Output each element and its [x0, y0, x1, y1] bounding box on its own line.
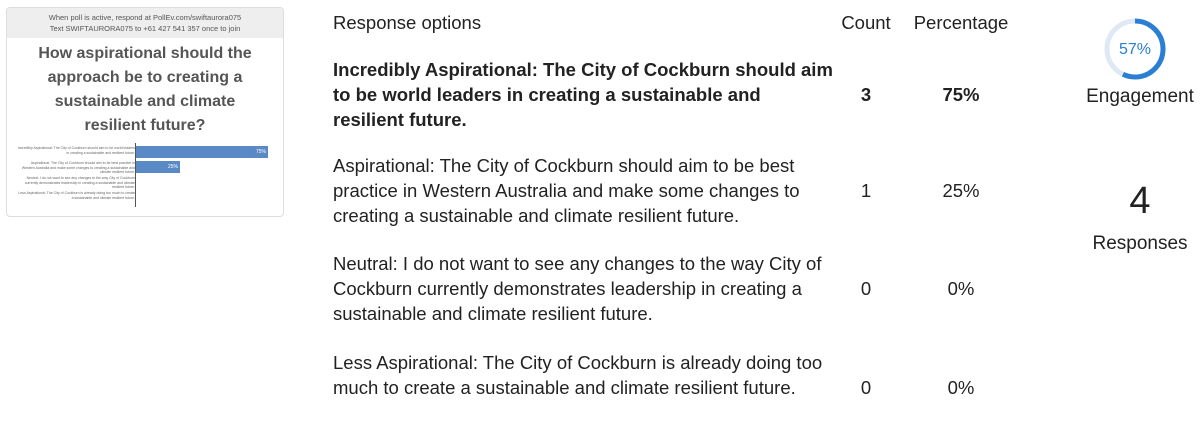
thumb-bar-label: 75% [255, 149, 266, 155]
count: 1 [860, 180, 872, 201]
thumb-bar: 25% [136, 161, 180, 173]
question-title: How aspirational should the approach be … [38, 45, 252, 134]
percentage: 0% [947, 278, 975, 299]
header: Count [841, 12, 891, 33]
axis [135, 143, 136, 207]
engagement-caption: Engagement [1086, 86, 1194, 107]
instruction: When poll is active, respond at PollEv.c… [48, 13, 242, 22]
ring-arc [1104, 18, 1166, 80]
response-count: 4 [1129, 180, 1151, 222]
responses-caption: Responses [1092, 233, 1188, 254]
count: 3 [860, 84, 872, 105]
response-option: Aspirational: The City of Cockburn shoul… [333, 155, 800, 226]
thumb-label: Incredibly Aspirational: The City of Coc… [17, 146, 135, 155]
response-option: Neutral: I do not want to see any change… [333, 253, 822, 324]
percentage: 25% [942, 180, 980, 201]
percentage: 0% [947, 377, 975, 398]
response-option: Less Aspirational: The City of Cockburn … [333, 352, 823, 398]
thumb-label: Less Aspirational: The City of Cockburn … [18, 191, 135, 200]
count: 0 [860, 278, 872, 299]
thumb-label: Neutral: I do not want to see any change… [24, 176, 135, 189]
thumb-bar-label: 25% [167, 164, 178, 170]
instruction: Text SWIFTAURORA075 to +61 427 541 357 o… [49, 24, 241, 33]
count: 0 [860, 377, 872, 398]
response-option: Incredibly Aspirational: The City of Coc… [333, 59, 833, 130]
thumb-label: Aspirational: The City of Cockburn shoul… [21, 161, 135, 174]
engagement-label: 57% [1119, 41, 1151, 58]
thumb-bar: 75% [136, 146, 268, 158]
header: Percentage [913, 12, 1009, 33]
percentage: 75% [942, 84, 980, 105]
slide-thumbnail[interactable]: When poll is active, respond at PollEv.c… [6, 7, 284, 217]
engagement-ring: 57% [1104, 18, 1166, 80]
header: Response options [333, 12, 482, 33]
instructions: When poll is active, respond at PollEv.c… [7, 8, 283, 38]
